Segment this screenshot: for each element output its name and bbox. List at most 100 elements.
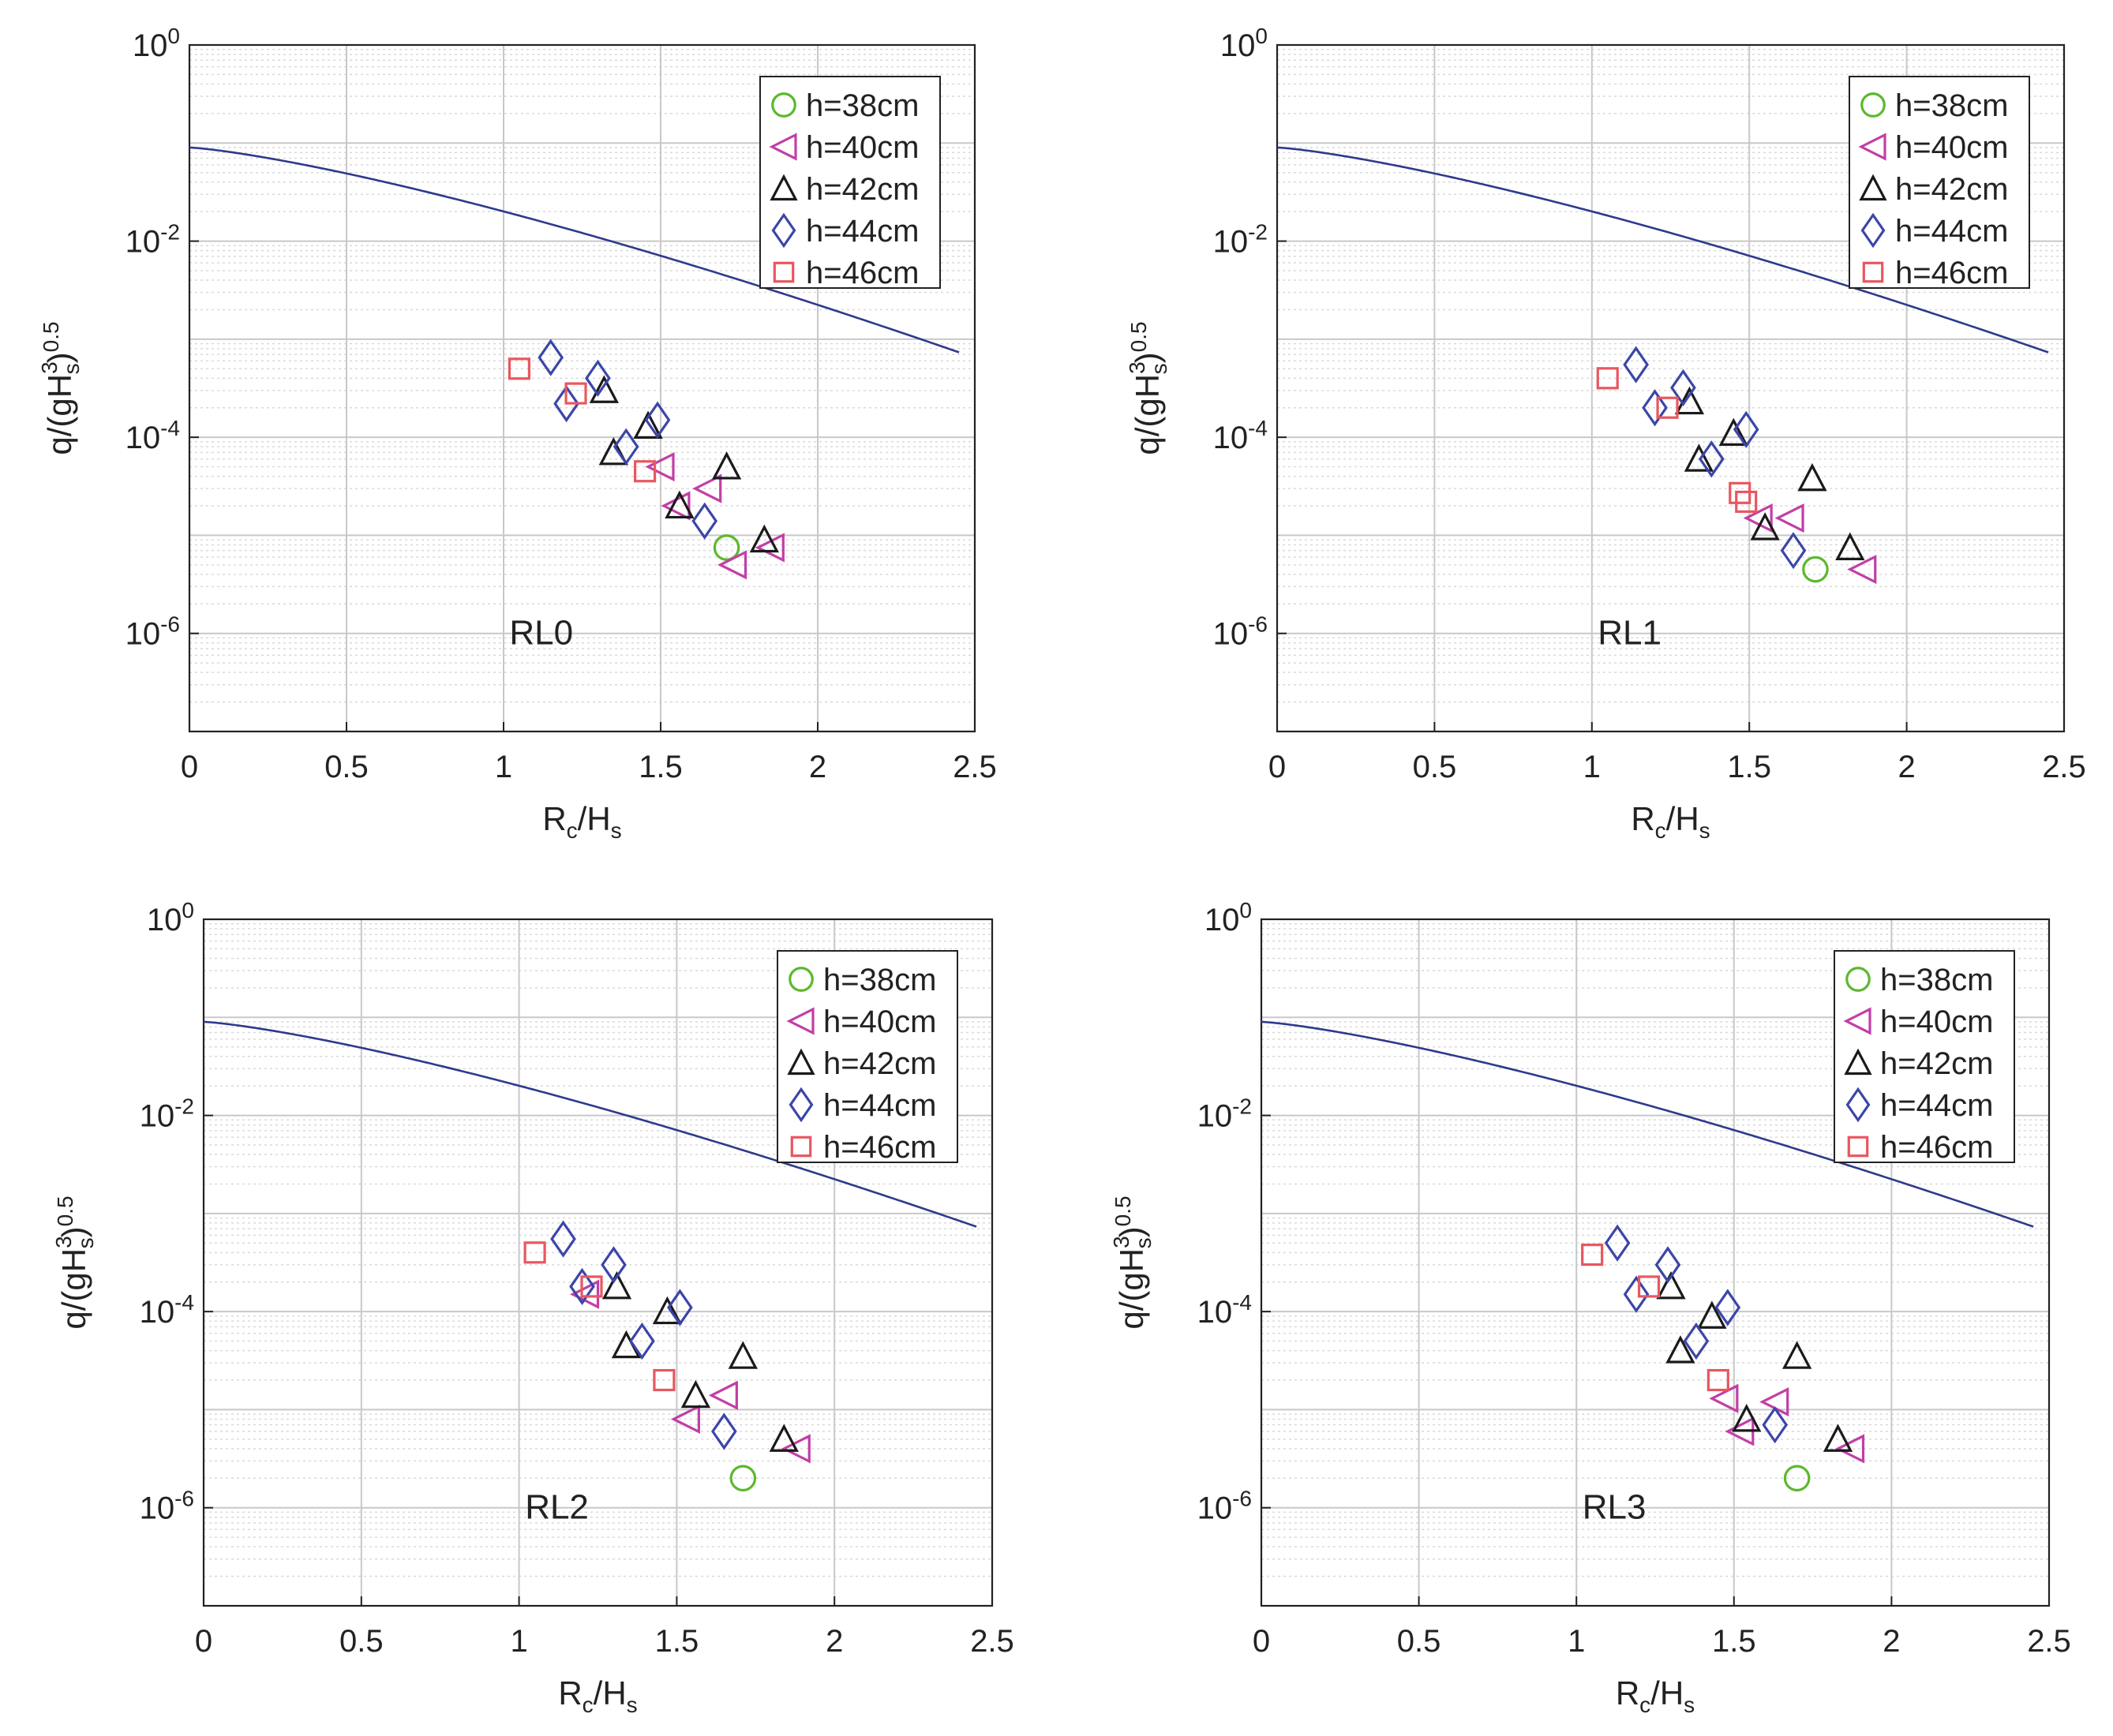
data-point — [629, 1322, 655, 1360]
fit-curve — [1261, 1020, 2034, 1228]
y-tick-label: 100 — [1220, 24, 1268, 63]
data-point — [523, 1241, 546, 1264]
legend-marker — [770, 174, 798, 201]
legend-marker — [1860, 212, 1886, 249]
x-tick-label: 2 — [809, 750, 826, 784]
data-point — [710, 1412, 737, 1450]
y-tick-label: 100 — [147, 898, 194, 937]
data-point — [1604, 1224, 1631, 1262]
data-point — [645, 451, 675, 482]
y-tick-label: 10-6 — [140, 1487, 194, 1526]
data-point — [1781, 1341, 1812, 1369]
data-point — [644, 401, 671, 439]
data-point — [665, 490, 695, 519]
legend-marker — [787, 1048, 815, 1076]
data-point — [652, 1296, 683, 1325]
y-tick-label: 10-4 — [1197, 1290, 1252, 1330]
x-tick-label: 2 — [1883, 1624, 1900, 1659]
chart-panel-rl1: 0 0.5 1 1.5 2 2.5 100 10-2 10-4 10-6 Rc/Hs q/(gH3s)… — [1125, 24, 2086, 843]
legend: h=38cm h=40cm h=42cm h=44cm h=46cm — [1849, 76, 2030, 290]
legend-marker — [789, 967, 814, 992]
panel-label: RL2 — [525, 1488, 589, 1527]
fit-curve — [189, 146, 960, 354]
y-axis-label: q/(gH3s)0.5 — [37, 321, 84, 455]
data-point — [680, 1379, 711, 1409]
legend-marker — [771, 212, 796, 249]
data-point — [1596, 367, 1619, 390]
legend-box — [777, 950, 958, 1163]
axes-frame — [188, 43, 976, 733]
legend-label: h=38cm — [806, 88, 919, 123]
data-point — [692, 473, 722, 503]
legend-box — [1849, 76, 2030, 289]
x-tick-label: 0 — [195, 1624, 212, 1659]
data-point — [550, 1220, 576, 1258]
legend-label: h=40cm — [1880, 1005, 1993, 1039]
data-point — [1709, 1383, 1739, 1413]
series-h-46cm — [508, 357, 657, 483]
legend-marker — [786, 1007, 815, 1035]
legend: h=38cm h=40cm h=42cm h=44cm h=46cm — [759, 76, 941, 290]
data-point — [1783, 1465, 1811, 1492]
legend-label: h=46cm — [1895, 256, 2008, 290]
data-point — [1642, 389, 1668, 427]
data-point — [691, 502, 718, 540]
series-h-44cm — [550, 1220, 737, 1450]
legend-marker — [769, 133, 797, 161]
x-tick-label: 0 — [181, 750, 198, 784]
panel-label: RL3 — [1583, 1488, 1647, 1527]
x-axis-label: Rc/Hs — [558, 1674, 637, 1717]
data-point — [1656, 1270, 1686, 1300]
x-tick-label: 1.5 — [1712, 1624, 1756, 1659]
y-tick-label: 10-6 — [126, 612, 180, 652]
legend-marker — [1844, 1048, 1872, 1076]
x-tick-label: 2.5 — [953, 750, 997, 784]
data-point — [749, 524, 779, 553]
legend-label: h=42cm — [823, 1046, 936, 1081]
x-tick-label: 0 — [1268, 750, 1286, 784]
y-axis-label: q/(gH3s)0.5 — [1125, 321, 1171, 455]
data-point — [1834, 1434, 1865, 1464]
fit-curve — [203, 1020, 977, 1228]
legend-label: h=42cm — [806, 172, 919, 207]
data-point — [633, 410, 663, 439]
series-h-44cm — [1623, 346, 1807, 570]
x-tick-label: 2.5 — [2042, 750, 2086, 784]
x-tick-label: 2.5 — [2027, 1624, 2071, 1659]
panel-label: RL1 — [1598, 614, 1662, 653]
data-point — [569, 1279, 600, 1309]
x-tick-label: 1 — [495, 750, 512, 784]
legend-marker — [1845, 967, 1871, 992]
data-point — [1656, 396, 1679, 419]
data-point — [1823, 1424, 1853, 1452]
panel-label: RL0 — [509, 614, 573, 653]
minor-gridlines — [1277, 48, 2064, 703]
data-point — [1774, 503, 1804, 533]
series-h-42cm — [1674, 386, 1865, 560]
legend-marker — [1847, 1136, 1869, 1158]
data-point — [601, 1270, 632, 1300]
data-point — [1797, 462, 1827, 492]
x-tick-label: 0.5 — [1397, 1624, 1441, 1659]
x-tick-label: 1 — [1568, 1624, 1585, 1659]
x-axis-label: Rc/Hs — [1616, 1674, 1695, 1717]
data-point — [708, 1380, 738, 1410]
x-tick-label: 0.5 — [324, 750, 369, 784]
legend-marker — [1859, 174, 1887, 201]
data-point — [1733, 410, 1759, 448]
data-point — [585, 359, 611, 397]
x-tick-label: 1 — [1583, 750, 1601, 784]
series-h-44cm — [1604, 1224, 1789, 1444]
legend-box — [1834, 950, 2015, 1163]
series-h-46cm — [1581, 1244, 1729, 1392]
x-tick-label: 2.5 — [970, 1624, 1014, 1659]
minor-gridlines — [1261, 922, 2049, 1577]
legend-label: h=40cm — [1895, 130, 2008, 165]
legend-marker — [1858, 133, 1886, 161]
legend-label: h=40cm — [806, 130, 919, 165]
data-point — [1674, 386, 1705, 415]
legend-label: h=44cm — [806, 214, 919, 249]
axes-frame — [1260, 918, 2051, 1607]
x-axis-label: Rc/Hs — [542, 800, 621, 843]
data-point — [601, 1246, 627, 1284]
